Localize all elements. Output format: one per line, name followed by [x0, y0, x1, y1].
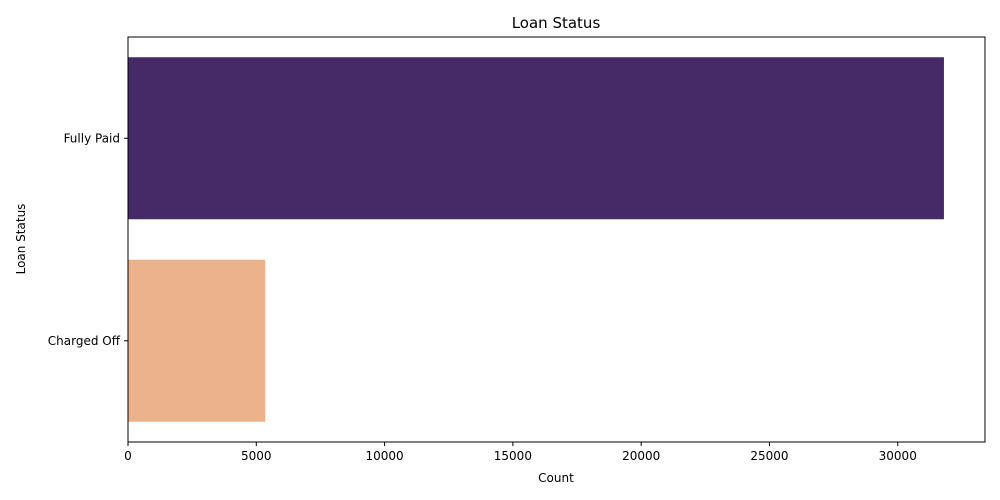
x-axis-label: Count: [538, 471, 574, 485]
plot-area: Fully Paid Charged Off 0 5000 10000 15000 2000…: [48, 36, 986, 463]
x-tick-label: 25000: [750, 449, 788, 463]
chart-title: Loan Status: [512, 14, 601, 32]
y-tick-label: Charged Off: [48, 334, 121, 348]
x-tick-label: 0: [124, 449, 132, 463]
x-tick-label: 5000: [241, 449, 272, 463]
bar-charged-off: [128, 259, 266, 422]
x-tick-label: 15000: [494, 449, 532, 463]
y-axis-label: Loan Status: [14, 204, 28, 275]
plot-frame: [127, 36, 986, 443]
bar-fully-paid: [128, 57, 944, 220]
y-tick-label: Fully Paid: [64, 131, 120, 145]
x-tick-label: 10000: [365, 449, 403, 463]
x-tick-label: 20000: [622, 449, 660, 463]
x-tick-label: 30000: [879, 449, 917, 463]
